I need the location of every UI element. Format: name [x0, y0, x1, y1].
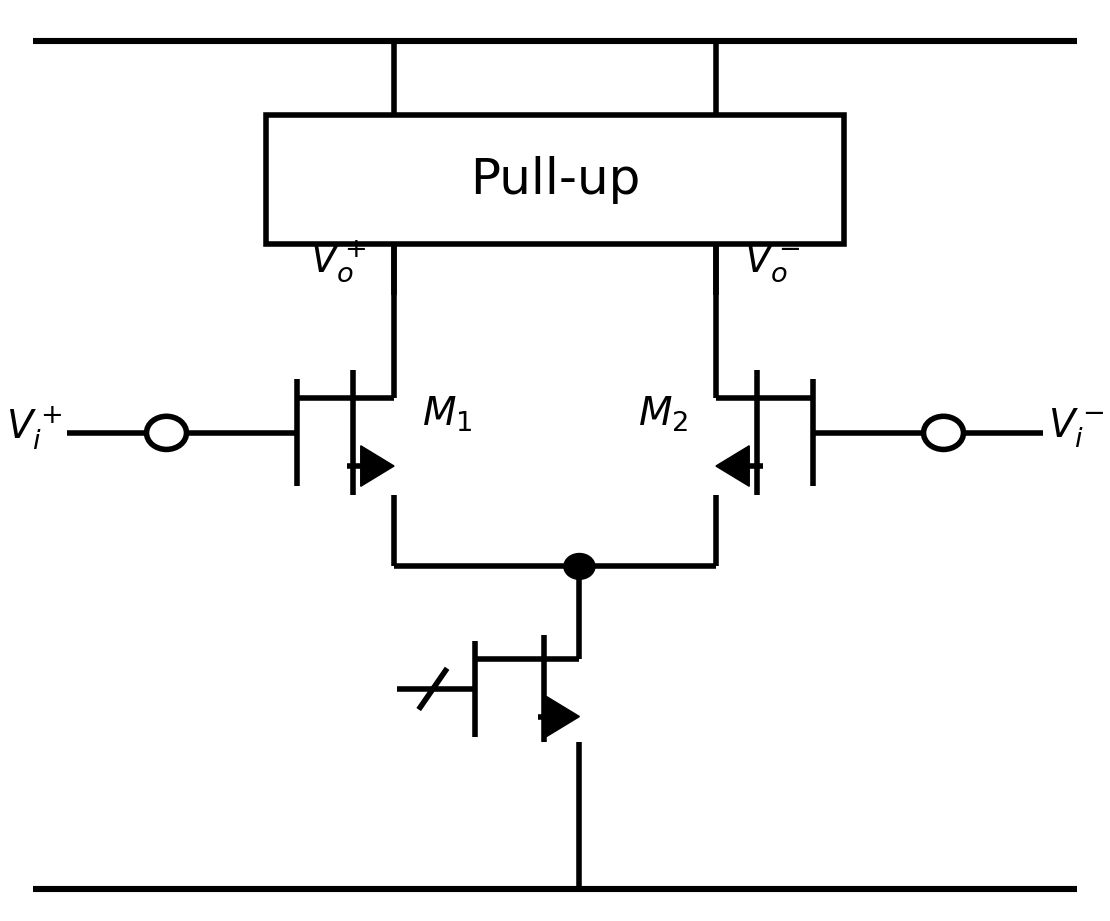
Text: $V_o^-$: $V_o^-$: [744, 241, 800, 284]
Polygon shape: [716, 446, 749, 486]
Text: Pull-up: Pull-up: [470, 156, 640, 204]
Circle shape: [564, 554, 595, 579]
Text: $V_o^+$: $V_o^+$: [310, 238, 366, 284]
Polygon shape: [361, 446, 394, 486]
Polygon shape: [546, 696, 579, 737]
Circle shape: [924, 416, 963, 449]
Circle shape: [147, 416, 186, 449]
Text: $M_1$: $M_1$: [422, 395, 472, 434]
Text: $V_i^-$: $V_i^-$: [1048, 406, 1104, 450]
Bar: [266, 115, 844, 244]
Text: $M_2$: $M_2$: [638, 395, 688, 434]
Text: $V_i^+$: $V_i^+$: [6, 404, 62, 452]
